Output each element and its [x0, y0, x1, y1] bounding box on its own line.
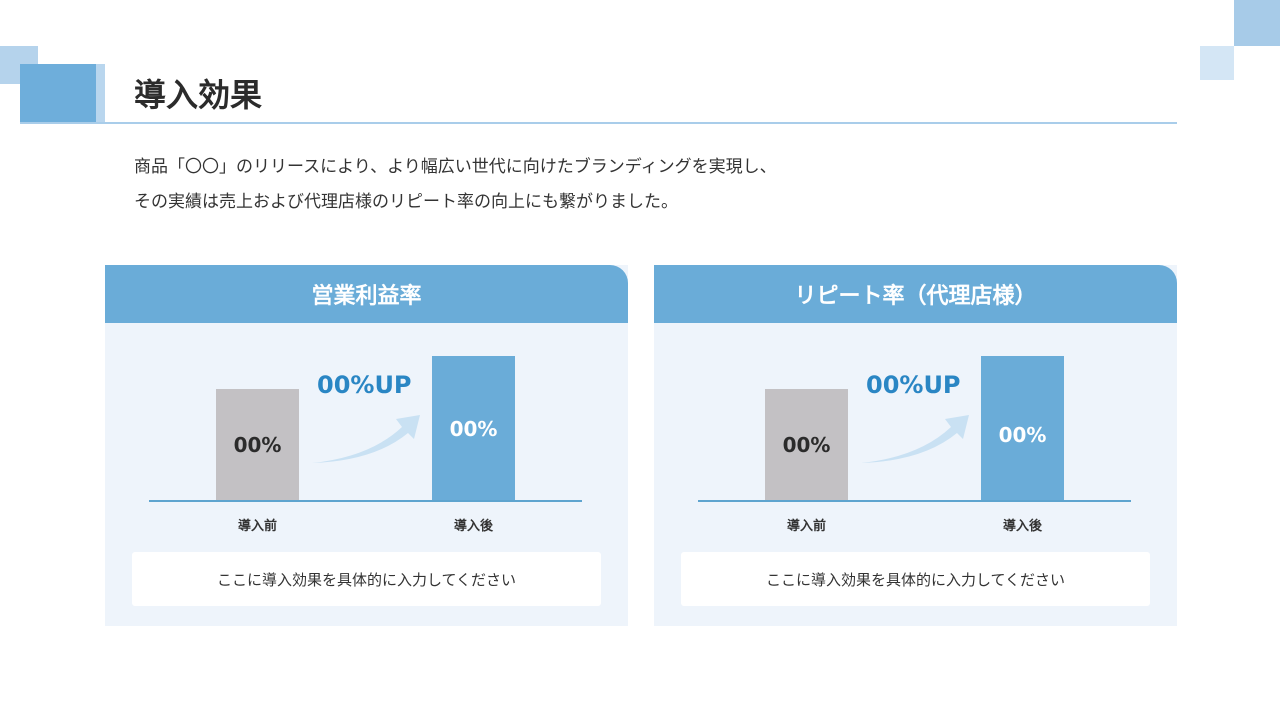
after-label: 導入後 [453, 519, 493, 534]
after-value: 00% [998, 422, 1047, 447]
decor-square [96, 64, 105, 122]
decor-square [1234, 0, 1280, 46]
after-value: 00% [449, 416, 498, 441]
baseline [149, 500, 582, 502]
description-line: その実績は売上および代理店様のリピート率の向上にも繋がりました。 [134, 192, 678, 212]
before-label: 導入前 [786, 519, 826, 534]
description: 商品「〇〇」のリリースにより、より幅広い世代に向けたブランディングを実現し、 そ… [134, 150, 777, 220]
arrow-up-icon [312, 415, 420, 463]
increase-label: 00%UP [866, 371, 961, 399]
card-repeat-rate: リピート率（代理店様） 00% 00%UP 00% 導入前 導入後 ここに導入効… [654, 265, 1177, 626]
page-title: 導入効果 [134, 76, 263, 114]
note-box: ここに導入効果を具体的に入力してください [132, 552, 601, 606]
before-value: 00% [233, 433, 282, 457]
title-divider [20, 122, 1177, 124]
card-operating-margin: 営業利益率 00% 00%UP 00% 導入前 導入後 ここに導入効果を具体的に… [105, 265, 628, 626]
card-heading: 営業利益率 [105, 265, 628, 323]
description-line: 商品「〇〇」のリリースにより、より幅広い世代に向けたブランディングを実現し、 [134, 157, 777, 177]
after-bar: 00% [432, 356, 515, 501]
before-bar: 00% [765, 389, 848, 501]
after-label: 導入後 [1002, 519, 1042, 534]
decor-square [1200, 46, 1234, 80]
before-label: 導入前 [237, 519, 277, 534]
after-bar: 00% [981, 356, 1064, 501]
note-box: ここに導入効果を具体的に入力してください [681, 552, 1150, 606]
arrow-up-icon [861, 415, 969, 463]
decor-square [20, 64, 96, 122]
before-bar: 00% [216, 389, 299, 501]
card-heading: リピート率（代理店様） [654, 265, 1177, 323]
baseline [698, 500, 1131, 502]
increase-label: 00%UP [317, 371, 412, 399]
before-value: 00% [782, 433, 831, 457]
